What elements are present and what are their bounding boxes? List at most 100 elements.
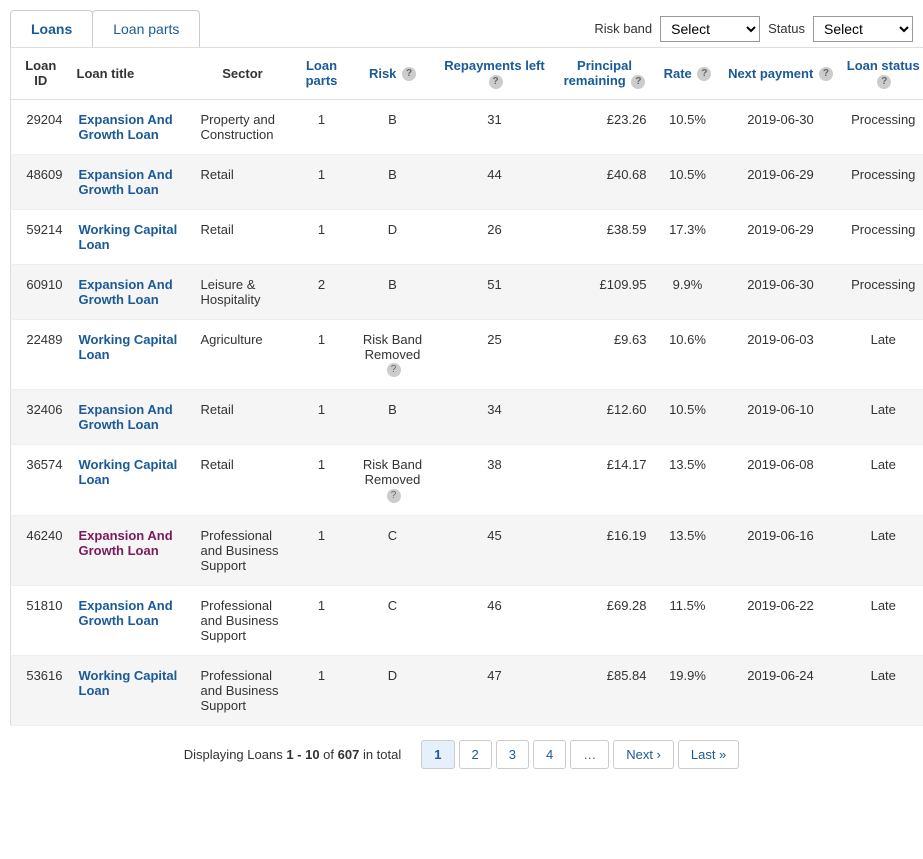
cell-rate: 9.9%	[655, 264, 721, 319]
cell-loan-title: Working Capital Loan	[71, 209, 193, 264]
cell-loan-id: 36574	[11, 445, 71, 516]
cell-loan-parts: 1	[293, 445, 351, 516]
cell-loan-title: Expansion And Growth Loan	[71, 99, 193, 154]
cell-principal-remaining: £69.28	[555, 585, 655, 655]
help-icon[interactable]: ?	[697, 67, 711, 81]
page-3[interactable]: 3	[496, 740, 529, 769]
help-icon[interactable]: ?	[387, 363, 401, 377]
cell-loan-parts: 1	[293, 390, 351, 445]
page-2[interactable]: 2	[459, 740, 492, 769]
cell-repayments-left: 38	[435, 445, 555, 516]
loan-title-link[interactable]: Working Capital Loan	[79, 457, 178, 487]
col-principal-remaining[interactable]: Principal remaining	[564, 58, 632, 88]
pagination: Displaying Loans 1 - 10 of 607 in total …	[10, 726, 913, 773]
col-loan-status[interactable]: Loan status	[847, 58, 920, 73]
cell-loan-parts: 1	[293, 515, 351, 585]
table-row: 32406Expansion And Growth LoanRetail1B34…	[11, 390, 923, 445]
help-icon[interactable]: ?	[489, 75, 503, 89]
cell-principal-remaining: £40.68	[555, 154, 655, 209]
table-row: 22489Working Capital LoanAgriculture1Ris…	[11, 319, 923, 390]
risk-band-select[interactable]: Select	[660, 16, 760, 42]
cell-loan-parts: 1	[293, 99, 351, 154]
col-loan-title: Loan title	[77, 66, 135, 81]
cell-sector: Retail	[193, 445, 293, 516]
col-rate[interactable]: Rate	[664, 66, 692, 81]
cell-loan-id: 59214	[11, 209, 71, 264]
cell-loan-parts: 1	[293, 154, 351, 209]
page-4[interactable]: 4	[533, 740, 566, 769]
help-icon[interactable]: ?	[877, 75, 891, 89]
cell-risk: B	[351, 264, 435, 319]
cell-next-payment: 2019-06-30	[721, 99, 841, 154]
loan-title-link[interactable]: Expansion And Growth Loan	[79, 112, 173, 142]
cell-risk: B	[351, 154, 435, 209]
loan-title-link[interactable]: Expansion And Growth Loan	[79, 598, 173, 628]
cell-sector: Agriculture	[193, 319, 293, 390]
cell-loan-status: Processing	[841, 99, 923, 154]
cell-loan-title: Expansion And Growth Loan	[71, 264, 193, 319]
col-repayments-left[interactable]: Repayments left	[444, 58, 544, 73]
cell-repayments-left: 44	[435, 154, 555, 209]
cell-principal-remaining: £12.60	[555, 390, 655, 445]
cell-risk: C	[351, 585, 435, 655]
loan-title-link[interactable]: Expansion And Growth Loan	[79, 402, 173, 432]
cell-next-payment: 2019-06-03	[721, 319, 841, 390]
cell-principal-remaining: £38.59	[555, 209, 655, 264]
tab-loan-parts[interactable]: Loan parts	[92, 10, 200, 47]
page-1[interactable]: 1	[421, 740, 454, 769]
cell-principal-remaining: £14.17	[555, 445, 655, 516]
cell-repayments-left: 47	[435, 655, 555, 725]
cell-next-payment: 2019-06-24	[721, 655, 841, 725]
cell-repayments-left: 31	[435, 99, 555, 154]
loan-title-link[interactable]: Expansion And Growth Loan	[79, 277, 173, 307]
loan-title-link[interactable]: Expansion And Growth Loan	[79, 167, 173, 197]
cell-loan-title: Expansion And Growth Loan	[71, 154, 193, 209]
cell-risk: C	[351, 515, 435, 585]
tab-loans[interactable]: Loans	[10, 10, 93, 47]
loan-title-link[interactable]: Working Capital Loan	[79, 668, 178, 698]
help-icon[interactable]: ?	[402, 67, 416, 81]
cell-rate: 11.5%	[655, 585, 721, 655]
cell-loan-title: Expansion And Growth Loan	[71, 585, 193, 655]
col-loan-parts[interactable]: Loan parts	[306, 58, 338, 88]
cell-repayments-left: 34	[435, 390, 555, 445]
cell-loan-id: 46240	[11, 515, 71, 585]
tabs: Loans Loan parts	[10, 10, 200, 47]
risk-band-label: Risk band	[594, 21, 652, 36]
cell-rate: 10.5%	[655, 154, 721, 209]
page-next[interactable]: Next ›	[613, 740, 674, 769]
loan-title-link[interactable]: Working Capital Loan	[79, 332, 178, 362]
cell-risk: D	[351, 209, 435, 264]
cell-loan-id: 60910	[11, 264, 71, 319]
help-icon[interactable]: ?	[631, 75, 645, 89]
help-icon[interactable]: ?	[819, 67, 833, 81]
cell-loan-status: Late	[841, 445, 923, 516]
col-next-payment[interactable]: Next payment	[728, 66, 813, 81]
col-risk[interactable]: Risk	[369, 66, 396, 81]
cell-loan-status: Late	[841, 390, 923, 445]
cell-rate: 13.5%	[655, 445, 721, 516]
cell-risk: Risk Band Removed ?	[351, 445, 435, 516]
cell-loan-id: 48609	[11, 154, 71, 209]
loan-title-link[interactable]: Working Capital Loan	[79, 222, 178, 252]
cell-sector: Professional and Business Support	[193, 515, 293, 585]
loan-title-link[interactable]: Expansion And Growth Loan	[79, 528, 173, 558]
cell-loan-id: 51810	[11, 585, 71, 655]
status-select[interactable]: Select	[813, 16, 913, 42]
cell-sector: Leisure & Hospitality	[193, 264, 293, 319]
cell-next-payment: 2019-06-30	[721, 264, 841, 319]
cell-next-payment: 2019-06-10	[721, 390, 841, 445]
pager: 1234…Next ›Last »	[421, 740, 739, 769]
help-icon[interactable]: ?	[387, 489, 401, 503]
cell-loan-parts: 2	[293, 264, 351, 319]
cell-loan-title: Expansion And Growth Loan	[71, 390, 193, 445]
page-last[interactable]: Last »	[678, 740, 739, 769]
cell-repayments-left: 46	[435, 585, 555, 655]
cell-repayments-left: 45	[435, 515, 555, 585]
cell-sector: Professional and Business Support	[193, 585, 293, 655]
table-row: 53616Working Capital LoanProfessional an…	[11, 655, 923, 725]
cell-loan-title: Working Capital Loan	[71, 655, 193, 725]
cell-rate: 10.5%	[655, 390, 721, 445]
cell-rate: 10.5%	[655, 99, 721, 154]
cell-principal-remaining: £16.19	[555, 515, 655, 585]
